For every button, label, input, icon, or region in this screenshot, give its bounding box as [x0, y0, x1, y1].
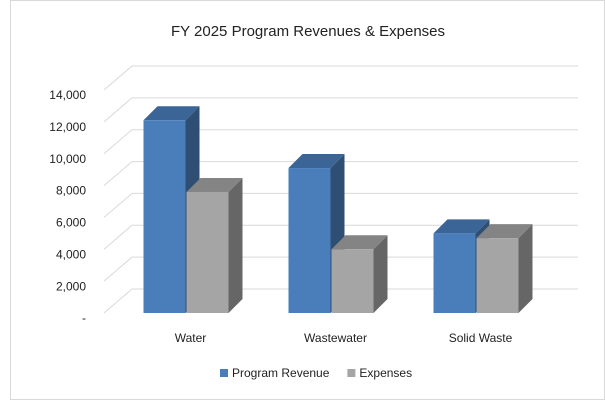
bar-top — [288, 154, 345, 169]
bar — [433, 233, 476, 313]
bar-top — [476, 224, 533, 239]
y-tick-label: 2,000 — [56, 279, 86, 293]
grid-line — [103, 161, 578, 186]
grid-line — [103, 192, 578, 218]
bar-side — [518, 224, 533, 313]
x-tick-label: Solid Waste — [449, 331, 513, 345]
y-tick-label: 4,000 — [56, 247, 86, 261]
y-tick-label: 6,000 — [56, 216, 86, 230]
y-tick-label: 10,000 — [49, 152, 86, 166]
grid-line — [103, 288, 578, 314]
bar — [288, 168, 331, 313]
bar — [186, 191, 229, 313]
y-tick-label: 8,000 — [56, 184, 86, 198]
legend-label: Program Revenue — [232, 366, 330, 380]
legend-label: Expenses — [359, 366, 412, 380]
bar — [331, 249, 374, 313]
x-tick-label: Water — [175, 331, 207, 345]
grid-line — [103, 129, 578, 155]
legend-swatch — [347, 369, 356, 377]
grid-line — [103, 256, 578, 282]
bar-top — [433, 219, 490, 234]
bar-top — [186, 177, 243, 192]
y-tick-label: 12,000 — [49, 120, 86, 134]
legend-swatch — [220, 369, 228, 377]
bar-side — [228, 177, 243, 313]
y-tick-label: - — [82, 311, 86, 325]
chart-title: FY 2025 Program Revenues & Expenses — [171, 23, 445, 40]
grid-line — [103, 97, 578, 123]
grid-line — [103, 65, 578, 91]
y-tick-label: 14,000 — [49, 88, 86, 102]
bar-top — [331, 235, 388, 250]
x-tick-label: Wastewater — [304, 331, 367, 345]
bar — [143, 120, 186, 313]
bar-side — [373, 235, 388, 313]
bar-top — [143, 106, 200, 121]
bar — [476, 238, 519, 313]
grid-line — [103, 224, 578, 250]
